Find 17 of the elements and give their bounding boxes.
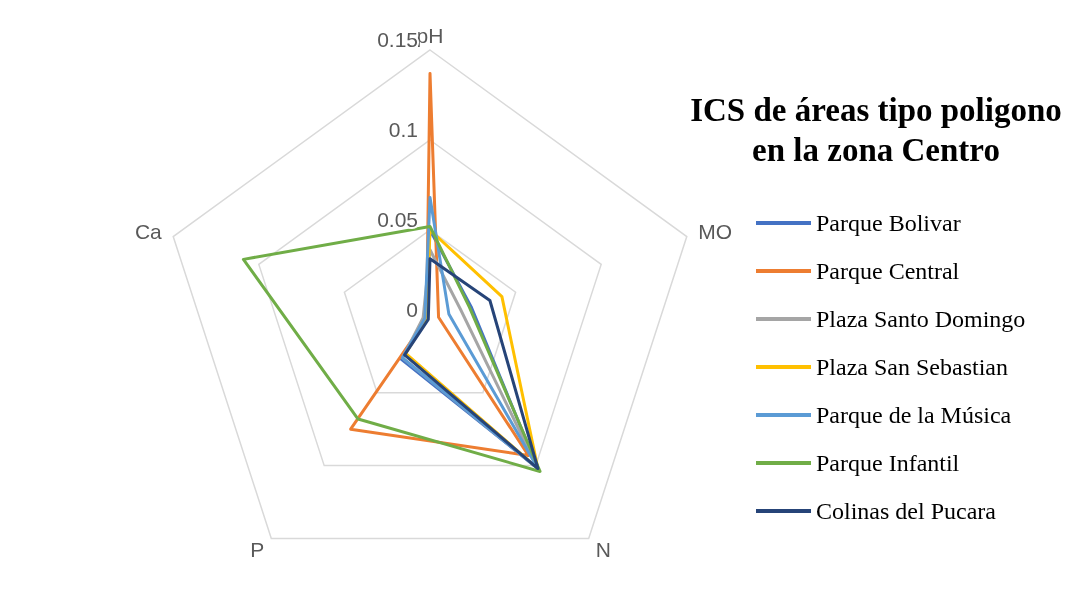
- text: ICS de áreas tipo poligono en la zona Centro: [690, 92, 1062, 168]
- legend-label: Parque Central: [816, 258, 960, 284]
- spoke-label: P: [250, 537, 265, 561]
- spoke-label: Ca: [134, 220, 163, 244]
- legend-label: Plaza Santo Domingo: [816, 306, 1026, 332]
- y-tick-label: 0.05: [377, 208, 418, 231]
- legend-label: Colinas del Pucara: [816, 498, 997, 524]
- y-tick-label: 0.1: [388, 118, 418, 141]
- legend-label: Plaza San Sebastian: [816, 354, 1008, 380]
- legend-label: Parque Bolivar: [816, 210, 961, 236]
- legend-label: Parque Infantil: [816, 450, 960, 476]
- y-tick-label: 0: [406, 298, 418, 321]
- spoke-label: pH: [416, 24, 444, 47]
- spoke-label: N: [595, 537, 611, 561]
- spoke-label: MO: [698, 220, 733, 244]
- legend-label: Parque de la Música: [816, 402, 1012, 428]
- y-tick-label: 0.15: [377, 28, 418, 51]
